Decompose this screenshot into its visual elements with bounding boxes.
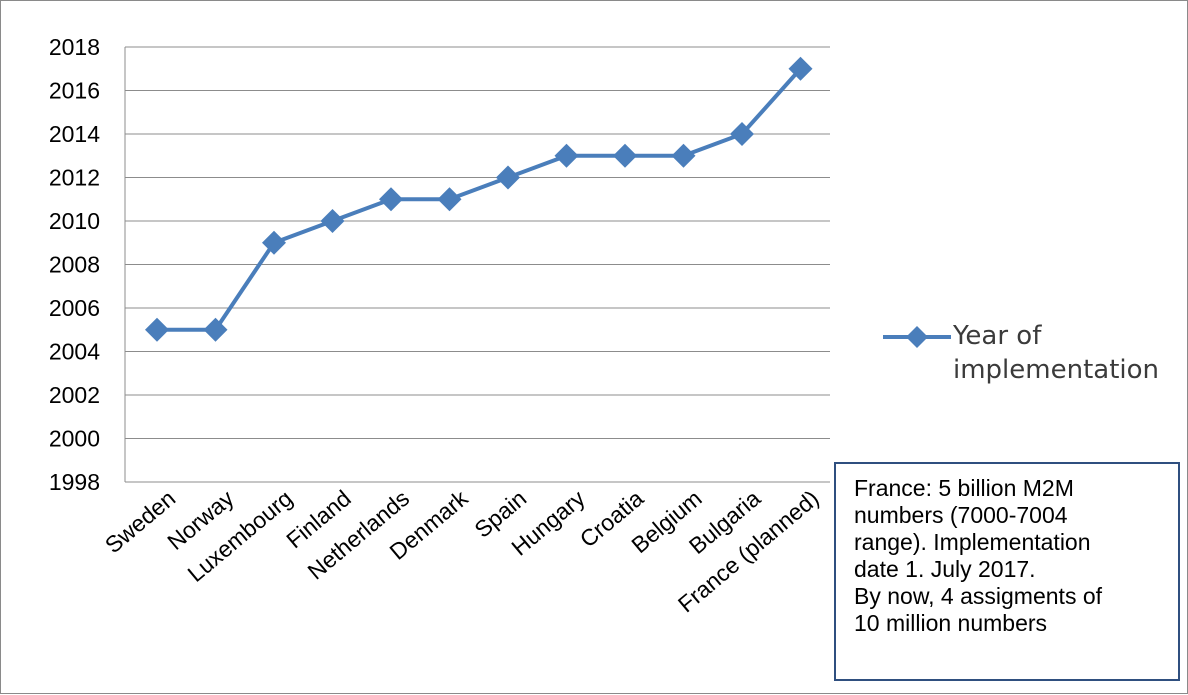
- x-tick-label: Sweden: [100, 485, 180, 558]
- y-tick-label: 2018: [49, 34, 100, 60]
- gridlines: [124, 46, 830, 483]
- legend-marker: [883, 326, 951, 348]
- data-point: [437, 187, 462, 212]
- y-tick-label: 2006: [49, 295, 100, 321]
- data-point: [262, 230, 286, 255]
- series-year-of-implementation: [145, 56, 813, 342]
- legend-line-2: implementation: [953, 355, 1160, 385]
- annotation-line-1: France: 5 billion M2M: [854, 475, 1074, 501]
- y-axis-tick-labels: 1998 2000 2002 2004 2006 2008 2010 2012 2014 2016…: [49, 34, 100, 495]
- data-point: [671, 143, 696, 168]
- data-point: [788, 56, 813, 81]
- legend-label: Year of implementation: [953, 319, 1159, 387]
- series-line: [157, 67, 802, 332]
- y-tick-label: 1998: [49, 469, 100, 495]
- y-tick-label: 2002: [49, 382, 100, 408]
- y-tick-label: 2014: [49, 121, 100, 147]
- legend-line-1: Year of: [953, 321, 1042, 351]
- data-point: [554, 143, 579, 168]
- annotation-box: France: 5 billion M2M numbers (7000-7004…: [834, 462, 1180, 681]
- legend-diamond: [906, 326, 928, 348]
- data-point: [145, 317, 169, 342]
- y-tick-label: 2008: [49, 252, 100, 278]
- annotation-line-2: numbers (7000-7004: [854, 502, 1068, 528]
- data-point: [203, 317, 228, 342]
- y-tick-label: 2000: [49, 426, 100, 452]
- data-point: [320, 209, 345, 233]
- data-point: [379, 187, 403, 212]
- data-point: [613, 143, 637, 168]
- annotation-line-6: 10 million numbers: [854, 610, 1048, 636]
- x-axis-tick-labels: SwedenNorwayLuxembourgFinlandNetherlands…: [100, 485, 824, 618]
- data-point: [496, 165, 520, 190]
- annotation-line-3: range). Implementation: [854, 529, 1091, 555]
- y-tick-label: 2016: [49, 78, 100, 104]
- annotation-line-5: By now, 4 assigments of: [854, 583, 1103, 609]
- annotation-line-4: date 1. July 2017.: [854, 556, 1036, 582]
- y-tick-label: 2004: [49, 339, 100, 365]
- y-tick-label: 2010: [49, 208, 100, 234]
- y-tick-label: 2012: [49, 165, 100, 191]
- data-point: [730, 122, 754, 146]
